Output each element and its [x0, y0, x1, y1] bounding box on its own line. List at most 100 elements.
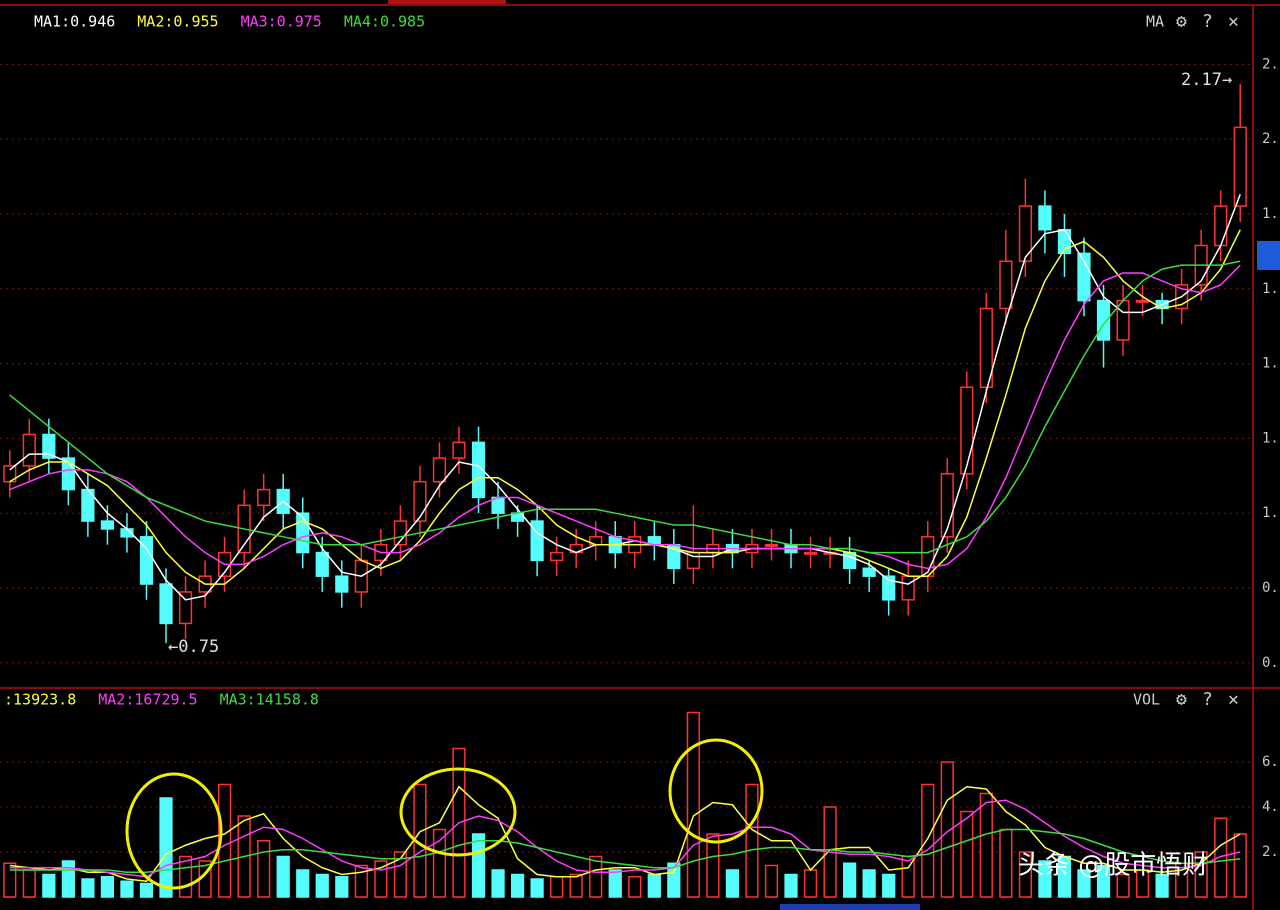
volume-bar: [667, 862, 681, 898]
panel-icon[interactable]: ✕: [1228, 689, 1239, 710]
volume-bar: [296, 869, 310, 898]
volume-bar: [1018, 851, 1032, 898]
volume-bar: [725, 869, 740, 898]
legend-entry: MA1:0.946: [34, 13, 115, 31]
volume-bar: [1077, 869, 1091, 898]
volume-bar: [1155, 873, 1169, 898]
candle-body: [862, 567, 876, 577]
candle-body: [999, 260, 1013, 310]
panel-icon[interactable]: ✕: [1228, 11, 1239, 32]
legend-entry: MA4:0.985: [344, 13, 425, 31]
volume-bar: [218, 783, 232, 898]
volume-bar: [61, 860, 75, 898]
candle-body: [335, 575, 349, 593]
candle-body: [1018, 205, 1032, 262]
volume-bar: [1096, 864, 1111, 898]
plot: 2. 2. 1. 1. 1. 1. 1. 0. 0. MA1:0.946 MA2:0.955 MA3:…: [0, 11, 1279, 898]
candle-body: [979, 307, 993, 388]
tab: [388, 0, 506, 4]
candle-body: [100, 520, 115, 530]
volume-bar: [315, 873, 329, 898]
volume-bar: [569, 873, 583, 898]
volume-bar: [647, 873, 661, 898]
y-tick-label: 1.: [1262, 356, 1279, 372]
candle-body: [471, 441, 486, 499]
volume-bar: [628, 876, 642, 898]
candle-body: [1096, 299, 1111, 341]
panel-icon[interactable]: ⚙: [1176, 689, 1187, 710]
volume-bar: [100, 876, 115, 898]
legend-entry: MA2:0.955: [137, 13, 218, 31]
volume-bar: [354, 864, 368, 898]
price-marker: [1257, 241, 1280, 270]
candle-body: [159, 583, 173, 625]
volume-bar: [589, 855, 603, 898]
panel-icon[interactable]: ⚙: [1176, 11, 1187, 32]
candle-body: [3, 465, 17, 483]
ma-line: [9, 799, 1241, 878]
candle-body: [432, 457, 447, 483]
candle-body: [452, 441, 466, 459]
volume-bar: [979, 792, 993, 898]
volume-bar: [530, 878, 544, 898]
legend-entry: MA3:0.975: [241, 13, 322, 31]
ma-line: [9, 260, 1241, 554]
watermark: 头条 @股市悟财: [1018, 851, 1208, 881]
annotation: 2.17→: [1181, 70, 1232, 90]
candle-body: [530, 520, 544, 562]
panel-icon[interactable]: ?: [1202, 11, 1213, 32]
ma-line: [9, 785, 1241, 883]
candle-body: [1233, 126, 1247, 207]
candle-body: [1214, 205, 1228, 247]
panel-icon[interactable]: ?: [1202, 689, 1213, 710]
volume-bar: [139, 882, 154, 898]
candle-body: [139, 536, 154, 585]
volume-bar: [882, 873, 896, 898]
y-tick-label: 4.: [1262, 799, 1279, 815]
candle-body: [940, 473, 954, 538]
volume-bar: [276, 855, 290, 898]
volume-bar: [510, 873, 525, 898]
candle-body: [1135, 299, 1150, 303]
volume-bar: [257, 840, 271, 898]
candle-body: [22, 433, 36, 467]
candle-body: [882, 575, 896, 601]
candle-body: [1038, 205, 1052, 231]
volume-bar: [3, 862, 17, 898]
volume-bar: [550, 876, 564, 898]
candle-body: [901, 575, 915, 601]
candle-body: [921, 536, 935, 577]
candle-body: [960, 386, 974, 475]
candle-body: [550, 551, 564, 562]
candle-body: [178, 591, 193, 625]
volume-bar: [81, 878, 95, 898]
volume-bar: [803, 869, 818, 898]
highlight-circle: [125, 772, 223, 890]
y-tick-label: 1.: [1262, 505, 1279, 521]
candle-body: [296, 512, 310, 554]
y-tick-label: 2.: [1262, 131, 1279, 147]
volume-bar: [491, 869, 505, 898]
volume-bar: [745, 783, 759, 898]
volume-bar: [1038, 860, 1052, 898]
volume-bar: [686, 711, 700, 898]
volume-bar: [335, 876, 349, 898]
volume-bar: [706, 833, 720, 898]
volume-bar: [374, 860, 388, 898]
candle-body: [764, 543, 779, 547]
y-tick-label: 1.: [1262, 206, 1279, 222]
volume-bar: [960, 810, 974, 898]
volume-bar: [120, 880, 134, 898]
y-tick-label: 2.: [1262, 56, 1279, 72]
volume-bar: [862, 869, 876, 898]
candle-body: [413, 480, 427, 522]
highlight-circle: [668, 738, 764, 844]
volume-bar: [22, 869, 36, 898]
volume-bar: [432, 828, 447, 898]
volume-bar: [921, 783, 935, 898]
legend-entry: MA2:16729.5: [98, 691, 197, 709]
volume-bar: [1194, 851, 1208, 898]
